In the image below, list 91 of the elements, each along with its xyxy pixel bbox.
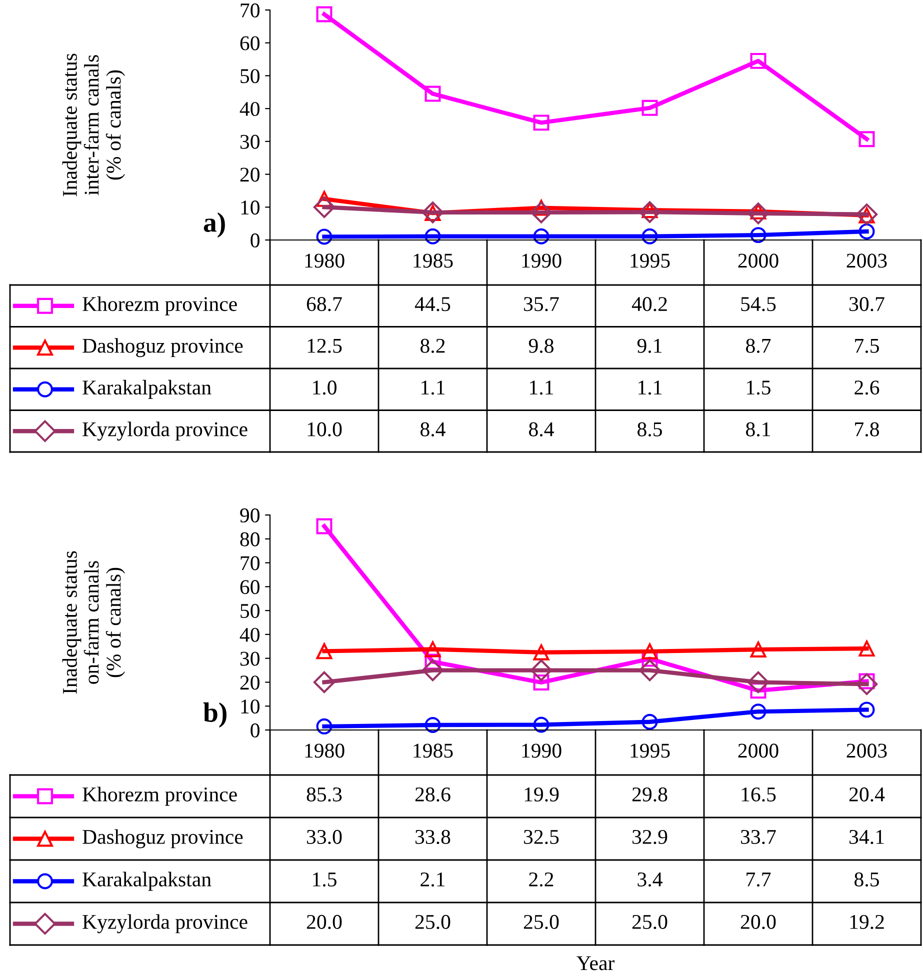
data-label: 1.0 — [313, 380, 336, 395]
legend-label: Khorezm province — [82, 296, 237, 316]
legend-label: Kyzylorda province — [82, 914, 248, 934]
y-tick-label: 70 — [240, 3, 260, 18]
data-label: 12.5 — [308, 338, 342, 353]
data-label: 68.7 — [306, 297, 342, 312]
data-label: 9.8 — [528, 338, 554, 353]
y-tick-label: 70 — [240, 556, 260, 570]
x-tick-label: 1995 — [630, 744, 670, 758]
data-label: 8.5 — [638, 422, 662, 436]
y-tick-label: 0 — [250, 233, 260, 248]
y-tick-label: 30 — [240, 652, 260, 666]
data-label: 34.1 — [850, 830, 884, 844]
data-label: 54.5 — [741, 297, 776, 312]
text: b) — [203, 702, 226, 728]
data-label: 35.7 — [524, 297, 559, 312]
legend-label: Dashoguz province — [82, 338, 243, 358]
legend-label: Dashoguz province — [82, 829, 243, 848]
data-label: 29.8 — [632, 787, 668, 802]
y-tick-label: 60 — [240, 36, 260, 50]
data-label: 16.5 — [742, 787, 776, 802]
data-label: 2.2 — [529, 872, 554, 887]
legend-label: Khorezm province — [82, 786, 237, 806]
data-label: 2.6 — [854, 380, 880, 395]
y-axis-title: Inadequate status inter-farm canals (% of canals) — [62, 54, 125, 196]
data-label: 33.0 — [307, 830, 342, 844]
data-label: 25.0 — [524, 914, 559, 930]
data-label: 3.4 — [638, 872, 662, 887]
y-tick-label: 20 — [240, 676, 260, 690]
x-tick-label: 2003 — [846, 254, 887, 268]
x-axis-title: Year — [576, 956, 615, 970]
legend-label: Karakalpakstan — [82, 872, 212, 891]
data-label: 28.6 — [415, 787, 450, 802]
data-label: 2.1 — [420, 872, 445, 887]
data-label: 1.5 — [747, 380, 770, 395]
data-label: 8.4 — [529, 422, 554, 436]
data-label: 85.3 — [306, 787, 342, 802]
y-tick-label: 10 — [241, 200, 260, 215]
data-label: 1.1 — [422, 380, 445, 395]
x-tick-label: 1980 — [305, 744, 344, 758]
y-tick-label: 0 — [250, 723, 260, 738]
x-tick-label: 1985 — [414, 744, 453, 758]
data-label: 8.1 — [746, 422, 770, 436]
x-tick-label: 1985 — [414, 254, 453, 268]
y-tick-label: 40 — [240, 628, 260, 642]
y-axis-title: Inadequate status on-farm canals (% of canals) — [62, 551, 125, 694]
data-label: 8.7 — [746, 338, 771, 353]
y-tick-label: 60 — [240, 580, 260, 594]
y-tick-label: 80 — [240, 532, 260, 546]
y-tick-label: 30 — [240, 134, 260, 149]
data-label: 30.7 — [850, 297, 884, 312]
x-tick-label: 2003 — [846, 744, 887, 758]
y-tick-label: 40 — [240, 102, 260, 116]
x-tick-label: 1995 — [630, 254, 670, 268]
y-tick-label: 20 — [240, 168, 260, 182]
x-tick-label: 1990 — [522, 744, 562, 758]
data-label: 20.0 — [740, 914, 776, 930]
data-label: 7.5 — [855, 338, 879, 353]
data-label: 33.8 — [416, 830, 450, 844]
y-tick-label: 50 — [240, 604, 260, 618]
x-tick-label: 2000 — [738, 254, 778, 268]
data-label: 40.2 — [632, 297, 667, 312]
data-label: 25.0 — [632, 914, 668, 930]
text: a) — [204, 212, 225, 238]
y-tick-label: 90 — [240, 508, 260, 522]
data-label: 20.4 — [849, 787, 885, 802]
data-label: 19.2 — [850, 914, 884, 930]
data-label: 32.5 — [524, 830, 559, 844]
x-tick-label: 2000 — [738, 744, 778, 758]
data-label: 1.1 — [638, 380, 662, 395]
data-label: 20.0 — [306, 914, 342, 930]
data-label: 19.9 — [524, 787, 559, 802]
data-label: 25.0 — [415, 914, 450, 930]
data-label: 8.2 — [420, 338, 445, 353]
data-label: 7.7 — [746, 872, 771, 887]
x-tick-label: 1980 — [305, 254, 344, 268]
data-label: 33.7 — [741, 830, 776, 844]
y-tick-label: 10 — [241, 699, 260, 714]
data-label: 1.5 — [313, 872, 336, 887]
data-label: 9.1 — [637, 338, 662, 353]
data-label: 8.4 — [420, 422, 446, 436]
y-tick-label: 50 — [240, 69, 260, 84]
data-label: 32.9 — [632, 830, 668, 844]
data-label: 8.5 — [854, 872, 879, 887]
data-label: 1.1 — [530, 380, 554, 395]
data-label: 10.0 — [308, 422, 342, 436]
legend-label: Karakalpakstan — [82, 380, 212, 399]
x-tick-label: 1990 — [522, 254, 562, 268]
data-label: 7.8 — [855, 422, 879, 436]
legend-label: Kyzylorda province — [82, 422, 248, 441]
data-label: 44.5 — [414, 297, 450, 312]
